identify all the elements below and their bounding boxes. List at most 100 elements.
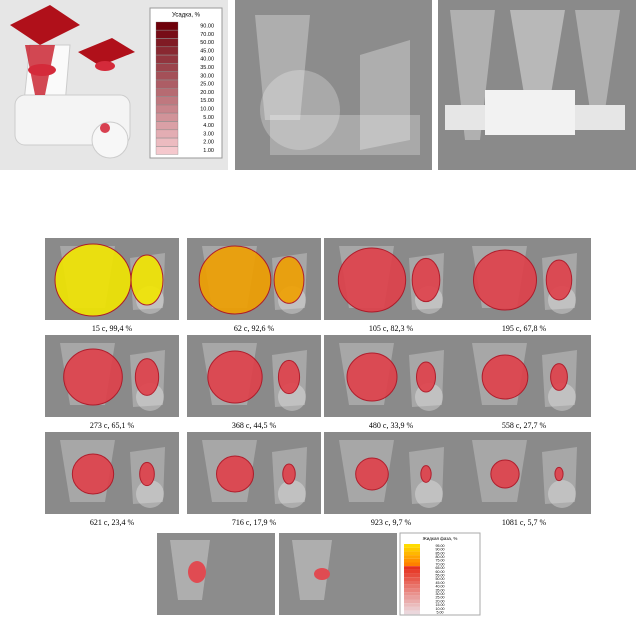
legend-label: 95.00 [436,544,445,548]
legend-label: 35.00 [436,588,445,592]
legend-label: 45.00 [436,581,445,585]
legend-swatch [404,569,420,574]
legend-label: 2.00 [203,140,214,146]
legend-label: 45.00 [200,48,214,54]
liquid-zone [273,256,305,304]
liquid-zone [314,568,330,580]
liquid-zone [420,465,432,483]
legend-label: 90.00 [436,548,445,552]
legend-label: 50.00 [200,40,214,46]
legend-title: Жидкая фаза, % [423,536,458,541]
frame-caption: 368 с, 44,5 % [232,421,277,430]
frame-caption: 105 с, 82,3 % [369,324,414,333]
liquid-zone [54,243,132,317]
legend-label: 70.00 [200,32,214,38]
legend-swatch [404,547,420,552]
legend-label: 25.00 [436,596,445,600]
legend-label: 20.00 [436,599,445,603]
panel-bg [457,432,591,514]
legend-swatch [404,592,420,596]
legend-swatch [404,588,420,593]
legend-swatch [155,104,179,114]
panel-bg [324,432,458,514]
legend-swatch [155,88,179,97]
legend-swatch [404,562,420,567]
legend-swatch [404,551,420,556]
liquid-zone [554,466,564,482]
legend-swatch [404,581,420,585]
legend-swatch [404,584,420,589]
legend-label: 15.00 [200,98,214,104]
panel-bg [187,432,321,514]
frame-caption: 621 с, 23,4 % [90,518,135,527]
frame-caption: 558 с, 27,7 % [502,421,547,430]
legend-label: 35.00 [200,65,214,71]
mold-part [485,90,575,135]
legend-swatch [155,138,179,147]
mold-part [548,480,576,508]
frame-caption: 15 с, 99,4 % [92,324,133,333]
legend-label: 70.00 [436,562,445,566]
frame-caption: 1081 с, 5,7 % [502,518,547,527]
liquid-zone [277,359,301,395]
riser [28,64,56,76]
liquid-zone [63,348,123,406]
liquid-zone [337,247,407,313]
frame-caption: 480 с, 33,9 % [369,421,414,430]
legend-label: 50.00 [436,577,445,581]
legend-swatch [155,121,179,130]
panel-bg [157,533,275,615]
panel-bg [235,0,432,170]
frame-caption: 273 с, 65,1 % [90,421,135,430]
legend-swatch [404,544,420,548]
liquid-zone [216,455,254,493]
legend-swatch [155,38,179,47]
mold-part [360,40,410,150]
frame-caption: 62 с, 92,6 % [234,324,275,333]
legend-title: Усадка, % [172,13,201,19]
legend-swatch [155,21,179,31]
mold-part [260,70,340,150]
liquid-zone [416,361,436,393]
liquid-zone [130,254,164,306]
legend-swatch [155,55,179,64]
mold-part [270,115,420,155]
liquid-zone [139,461,155,487]
legend-label: 80.00 [436,555,445,559]
liquid-zone [198,245,272,315]
legend-swatch [155,46,179,56]
legend-swatch [404,555,420,559]
frame-caption: 716 с, 17,9 % [232,518,277,527]
liquid-zone [282,463,296,485]
liquid-zone [188,561,206,583]
liquid-zone [550,363,568,391]
liquid-zone [490,459,520,489]
legend-label: 30.00 [200,73,214,79]
liquid-zone [207,350,263,404]
liquid-zone [473,249,537,311]
frame-caption: 195 с, 67,8 % [502,324,547,333]
legend-swatch [155,79,179,89]
liquid-zone [481,354,529,400]
legend-label: 65.00 [436,566,445,570]
mold-part [255,15,310,120]
legend-label: 60.00 [436,570,445,574]
legend-swatch [404,573,420,578]
liquid-zone [71,453,115,495]
legend-label: 10.00 [436,607,445,611]
legend-swatch [155,113,179,122]
legend-label: 5.00 [203,115,214,121]
riser [10,5,80,45]
legend-swatch [404,599,420,604]
legend-label: 4.00 [203,123,214,129]
legend-label: 10.00 [200,106,214,112]
mold-part [415,480,443,508]
legend-label: 75.00 [436,559,445,563]
legend-swatch [155,96,179,105]
legend-swatch [404,610,420,615]
legend-swatch [404,566,420,570]
mold-part [91,121,129,159]
legend-swatch [404,558,420,563]
liquid-zone [346,352,398,402]
